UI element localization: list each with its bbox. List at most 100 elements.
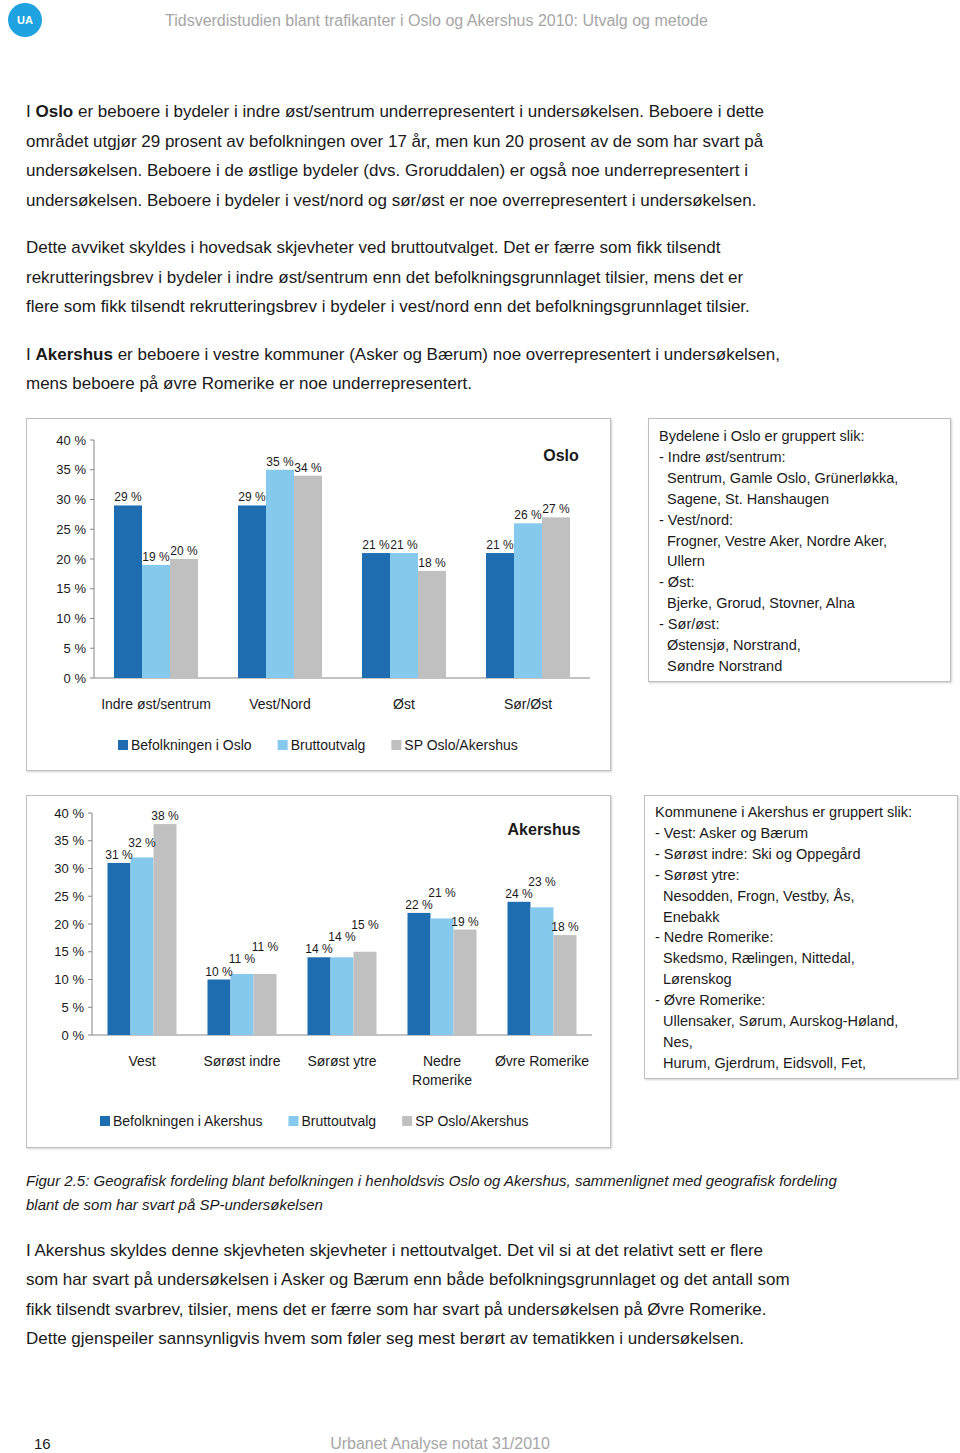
data-label: 18 % [418, 556, 446, 570]
text-run: I [26, 102, 35, 121]
bars [108, 824, 577, 1035]
text-line: undersøkelsen. Beboere i bydeler i vest/… [26, 191, 756, 211]
y-tick-label: 40 % [56, 433, 86, 448]
category-label-line: Øst [393, 696, 415, 712]
y-tick-label: 35 % [54, 833, 84, 848]
header-title: Tidsverdistudien blant trafikanter i Osl… [165, 12, 708, 29]
data-label: 19 % [451, 915, 479, 929]
bar [531, 907, 554, 1035]
text-line: som har svart på undersøkelsen i Asker o… [26, 1270, 790, 1290]
note-line: - Vest/nord: [659, 511, 733, 529]
bar [331, 957, 354, 1035]
text-run: Dette avviket skyldes i hovedsak skjevhe… [26, 238, 720, 257]
y-tick [88, 924, 92, 925]
logo-text: UA [17, 14, 33, 26]
y-tick [90, 618, 94, 619]
y-tick-label: 25 % [56, 522, 86, 537]
data-label: 11 % [229, 952, 256, 966]
text-run: undersøkelsen. Beboere i bydeler i vest/… [26, 191, 756, 210]
page-number: 16 [34, 1435, 51, 1452]
note-line: Lørenskog [663, 970, 732, 988]
data-label: 19 % [142, 550, 170, 564]
bar [114, 505, 142, 678]
y-tick-label: 30 % [56, 492, 86, 507]
y-tick-label: 15 % [54, 944, 84, 959]
text-run: området utgjør 29 prosent av befolkninge… [26, 132, 763, 151]
data-label: 22 % [405, 898, 433, 912]
bar [542, 517, 570, 678]
y-tick [88, 896, 92, 897]
legend-label: SP Oslo/Akershus [415, 1113, 528, 1129]
note-line: Sagene, St. Hanshaugen [667, 490, 829, 508]
data-label: 35 % [266, 455, 294, 469]
data-label: 27 % [542, 502, 570, 516]
data-label: 15 % [351, 918, 379, 932]
data-label: 21 % [390, 538, 418, 552]
y-tick [90, 499, 94, 500]
category-label: Vest [128, 1053, 155, 1069]
header: UA Tidsverdistudien blant trafikanter i O… [0, 0, 960, 40]
data-label: 21 % [428, 886, 456, 900]
bar [142, 565, 170, 678]
y-tick-label: 15 % [56, 581, 86, 596]
bars [114, 470, 570, 678]
y-tick [88, 868, 92, 869]
text-run: rekrutteringsbrev i bydeler i indre øst/… [26, 268, 743, 287]
y-tick-label: 5 % [64, 641, 87, 656]
note-line: - Vest: Asker og Bærum [655, 824, 808, 842]
y-tick [88, 813, 92, 814]
note-line: Bjerke, Grorud, Stovner, Alna [667, 594, 855, 612]
note-line: Bydelene i Oslo er gruppert slik: [659, 427, 865, 445]
data-label: 32 % [128, 836, 156, 850]
text-run: I [26, 345, 35, 364]
note-line: - Sør/øst: [659, 615, 719, 633]
legend-label: Bruttoutvalg [291, 737, 366, 753]
bar [486, 553, 514, 678]
category-label-line: Øvre Romerike [495, 1053, 589, 1069]
page: UA Tidsverdistudien blant trafikanter i O… [0, 0, 960, 1453]
category-label: Vest/Nord [249, 696, 310, 712]
note-line: Søndre Norstrand [667, 657, 782, 675]
note-line: Skedsmo, Rælingen, Nittedal, [663, 949, 855, 967]
y-tick [90, 440, 94, 441]
text-line: flere som fikk tilsendt rekrutteringsbre… [26, 297, 750, 317]
legend-label: Bruttoutvalg [301, 1113, 376, 1129]
text-run: undersøkelsen. Beboere i de østlige byde… [26, 161, 748, 180]
chart-title: Oslo [543, 447, 579, 464]
y-tick [88, 1007, 92, 1008]
text-line: undersøkelsen. Beboere i de østlige byde… [26, 161, 748, 181]
y-tick-label: 0 % [64, 671, 87, 686]
y-tick-label: 5 % [62, 1000, 85, 1015]
data-label: 23 % [528, 875, 556, 889]
bar [418, 571, 446, 678]
note-line: Frogner, Vestre Aker, Nordre Aker, [667, 532, 887, 550]
bar [108, 863, 131, 1035]
y-tick-label: 20 % [56, 552, 86, 567]
y-tick [90, 678, 94, 679]
text-run: som har svart på undersøkelsen i Asker o… [26, 1270, 790, 1289]
data-label: 18 % [551, 920, 579, 934]
y-tick-label: 10 % [54, 972, 84, 987]
note-line: Ullensaker, Sørum, Aurskog-Høland, [663, 1012, 898, 1030]
bar [554, 935, 577, 1035]
text-run: er beboere i vestre kommuner (Asker og B… [113, 345, 780, 364]
legend-swatch [100, 1116, 110, 1126]
data-label: 38 % [151, 809, 179, 823]
category-label-line: Indre øst/sentrum [101, 696, 211, 712]
y-tick [90, 588, 94, 589]
legend-swatch [402, 1116, 412, 1126]
category-label-line: Sør/Øst [504, 696, 552, 712]
y-tick-label: 20 % [54, 917, 84, 932]
chart: 0 %5 %10 %15 %20 %25 %30 %35 %40 %31 %10… [0, 0, 960, 1453]
category-label-line: Vest [128, 1053, 155, 1069]
caption-line: blant de som har svart på SP-undersøkels… [26, 1196, 323, 1214]
data-label: 14 % [328, 930, 356, 944]
data-label: 26 % [514, 508, 542, 522]
bar [431, 918, 454, 1035]
chart-title: Akershus [508, 821, 581, 838]
category-label: NedreRomerike [412, 1053, 472, 1088]
bar [208, 980, 231, 1036]
y-tick [88, 979, 92, 980]
caption-line: Figur 2.5: Geografisk fordeling blant be… [26, 1172, 837, 1190]
legend-swatch [118, 740, 128, 750]
